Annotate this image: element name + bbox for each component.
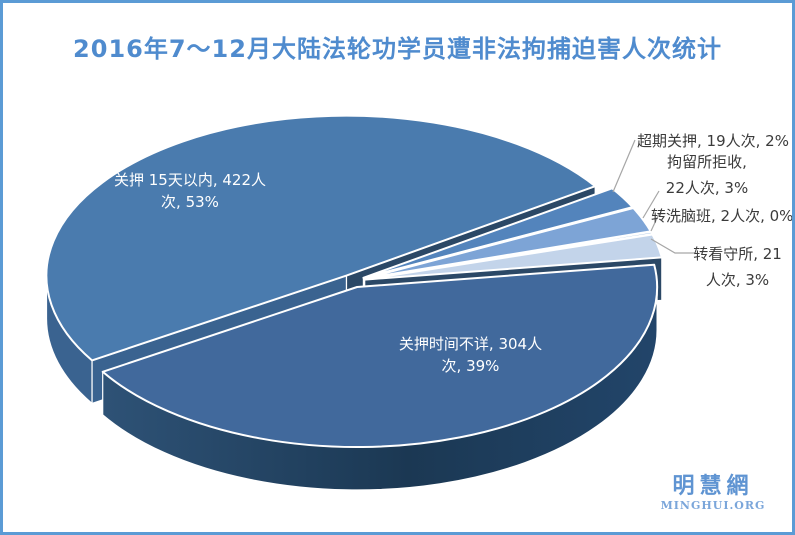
leader-line-transfer-detention-house [650,238,695,254]
minghui-logo-cjk: 明慧網 [672,473,754,499]
slice-label-overterm-detention: 超期关押, 19人次, 2% [637,132,789,150]
minghui-logo-latin: MINGHUI.ORG [660,499,766,512]
slice-label-detention-time-unknown: 关押时间不详, 304人 次, 39% [398,335,543,375]
minghui-watermark: 明慧網 MINGHUI.ORG [643,475,783,511]
slice-label-transfer-detention-house: 转看守所, 21 人次, 3% [693,245,782,289]
slice-label-brainwashing-class: 转洗脑班, 2人次, 0% [651,207,794,225]
slice-label-detention-under-15-days: 关押 15天以内, 422人 次, 53% [113,171,267,211]
pie-slice-transfer-detention-house [363,233,663,281]
pie-3d-canvas [45,114,695,491]
pie-slice-detention-time-unknown [101,263,659,449]
chart-title: 2016年7～12月大陆法轮功学员遭非法拘捕迫害人次统计 [73,35,722,63]
pie-slice-overterm-detention [362,187,634,279]
leader-line-detention-center-refused [642,190,660,219]
leader-line-brainwashing-class [650,213,660,232]
leader-line-overterm-detention [612,139,636,193]
pie-slice-detention-under-15-days [45,114,597,362]
slice-label-detention-center-refused: 拘留所拒收, 22人次, 3% [665,153,749,197]
